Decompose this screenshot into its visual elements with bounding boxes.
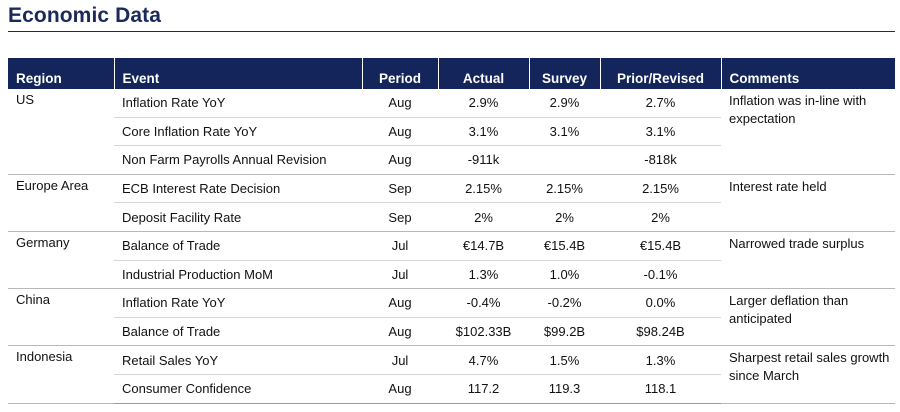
survey-cell: 1.0%	[529, 260, 600, 290]
region-cell: China	[8, 288, 114, 347]
period-cell: Aug	[362, 89, 438, 118]
event-cell: ECB Interest Rate Decision	[114, 174, 362, 204]
prior-revised-cell: 2.15%	[600, 174, 721, 204]
event-cell: Balance of Trade	[114, 231, 362, 261]
survey-cell: -0.2%	[529, 288, 600, 318]
comment-cell: Interest rate held	[721, 174, 895, 232]
survey-cell: 2.15%	[529, 174, 600, 204]
economic-data-table: Region Event Period Actual Survey Prior/…	[8, 58, 895, 404]
table-row: China Inflation Rate YoY Aug -0.4% -0.2% 0.0%…	[8, 288, 895, 347]
survey-cell: 2%	[529, 202, 600, 232]
table-row: US Inflation Rate YoY Aug 2.9% 2.9% 2.7% Infla…	[8, 89, 895, 175]
prior-revised-cell: 2%	[600, 202, 721, 232]
event-cell: Balance of Trade	[114, 317, 362, 347]
table-row: Deposit Facility Rate Sep 2% 2% 2%	[8, 202, 895, 232]
region-cell: US	[8, 89, 114, 175]
table-row: Germany Balance of Trade Jul €14.7B €15.4B €1…	[8, 231, 895, 290]
event-cell: Consumer Confidence	[114, 374, 362, 404]
survey-cell: 3.1%	[529, 117, 600, 147]
table-row: Balance of Trade Aug $102.33B $99.2B $98.24B	[8, 317, 895, 347]
prior-revised-cell: 118.1	[600, 374, 721, 404]
event-cell: Industrial Production MoM	[114, 260, 362, 290]
header-comments: Comments	[721, 58, 895, 89]
prior-revised-cell: 0.0%	[600, 288, 721, 318]
table-row: Consumer Confidence Aug 117.2 119.3 118.1	[8, 374, 895, 404]
comment-cell: Sharpest retail sales growth since March	[721, 345, 895, 404]
actual-cell: -911k	[438, 145, 529, 175]
table-body: US Inflation Rate YoY Aug 2.9% 2.9% 2.7% Infla…	[8, 89, 895, 404]
period-cell: Aug	[362, 145, 438, 175]
actual-cell: 3.1%	[438, 117, 529, 147]
header-event: Event	[114, 58, 363, 89]
prior-revised-cell: 2.7%	[600, 89, 721, 118]
survey-cell: 119.3	[529, 374, 600, 404]
comment-cell: Larger deflation than anticipated	[721, 288, 895, 347]
comment-cell: Narrowed trade surplus	[721, 231, 895, 290]
event-cell: Inflation Rate YoY	[114, 89, 362, 118]
actual-cell: 1.3%	[438, 260, 529, 290]
header-prior-revised: Prior/Revised	[600, 58, 722, 89]
period-cell: Sep	[362, 174, 438, 204]
actual-cell: €14.7B	[438, 231, 529, 261]
period-cell: Aug	[362, 374, 438, 404]
survey-cell: 1.5%	[529, 345, 600, 375]
event-cell: Deposit Facility Rate	[114, 202, 362, 232]
period-cell: Sep	[362, 202, 438, 232]
actual-cell: -0.4%	[438, 288, 529, 318]
header-region: Region	[8, 58, 115, 89]
period-cell: Aug	[362, 288, 438, 318]
prior-revised-cell: 1.3%	[600, 345, 721, 375]
survey-cell: $99.2B	[529, 317, 600, 347]
actual-cell: 2.15%	[438, 174, 529, 204]
table-row: Europe Area ECB Interest Rate Decision Sep…	[8, 174, 895, 232]
table-row: Indonesia Retail Sales YoY Jul 4.7% 1.5% 1.3%…	[8, 345, 895, 404]
actual-cell: $102.33B	[438, 317, 529, 347]
event-cell: Non Farm Payrolls Annual Revision	[114, 145, 362, 175]
period-cell: Jul	[362, 260, 438, 290]
prior-revised-cell: €15.4B	[600, 231, 721, 261]
page-title: Economic Data	[8, 4, 162, 27]
prior-revised-cell: $98.24B	[600, 317, 721, 347]
title-divider	[8, 31, 895, 32]
region-cell: Germany	[8, 231, 114, 290]
header-survey: Survey	[529, 58, 601, 89]
table-row: Core Inflation Rate YoY Aug 3.1% 3.1% 3.1%	[8, 117, 895, 147]
prior-revised-cell: -818k	[600, 145, 721, 175]
prior-revised-cell: 3.1%	[600, 117, 721, 147]
table-row: Non Farm Payrolls Annual Revision Aug -911…	[8, 145, 895, 175]
actual-cell: 117.2	[438, 374, 529, 404]
actual-cell: 2%	[438, 202, 529, 232]
period-cell: Aug	[362, 117, 438, 147]
period-cell: Jul	[362, 231, 438, 261]
table-row: Industrial Production MoM Jul 1.3% 1.0% -0.1…	[8, 260, 895, 290]
prior-revised-cell: -0.1%	[600, 260, 721, 290]
survey-cell: €15.4B	[529, 231, 600, 261]
period-cell: Jul	[362, 345, 438, 375]
region-cell: Indonesia	[8, 345, 114, 404]
header-period: Period	[362, 58, 439, 89]
event-cell: Retail Sales YoY	[114, 345, 362, 375]
table-header-row: Region Event Period Actual Survey Prior/…	[8, 58, 895, 89]
header-actual: Actual	[438, 58, 530, 89]
actual-cell: 4.7%	[438, 345, 529, 375]
actual-cell: 2.9%	[438, 89, 529, 118]
event-cell: Core Inflation Rate YoY	[114, 117, 362, 147]
comment-cell: Inflation was in-line with expectation	[721, 89, 895, 175]
survey-cell: 2.9%	[529, 89, 600, 118]
survey-cell	[529, 145, 600, 175]
region-cell: Europe Area	[8, 174, 114, 232]
period-cell: Aug	[362, 317, 438, 347]
event-cell: Inflation Rate YoY	[114, 288, 362, 318]
